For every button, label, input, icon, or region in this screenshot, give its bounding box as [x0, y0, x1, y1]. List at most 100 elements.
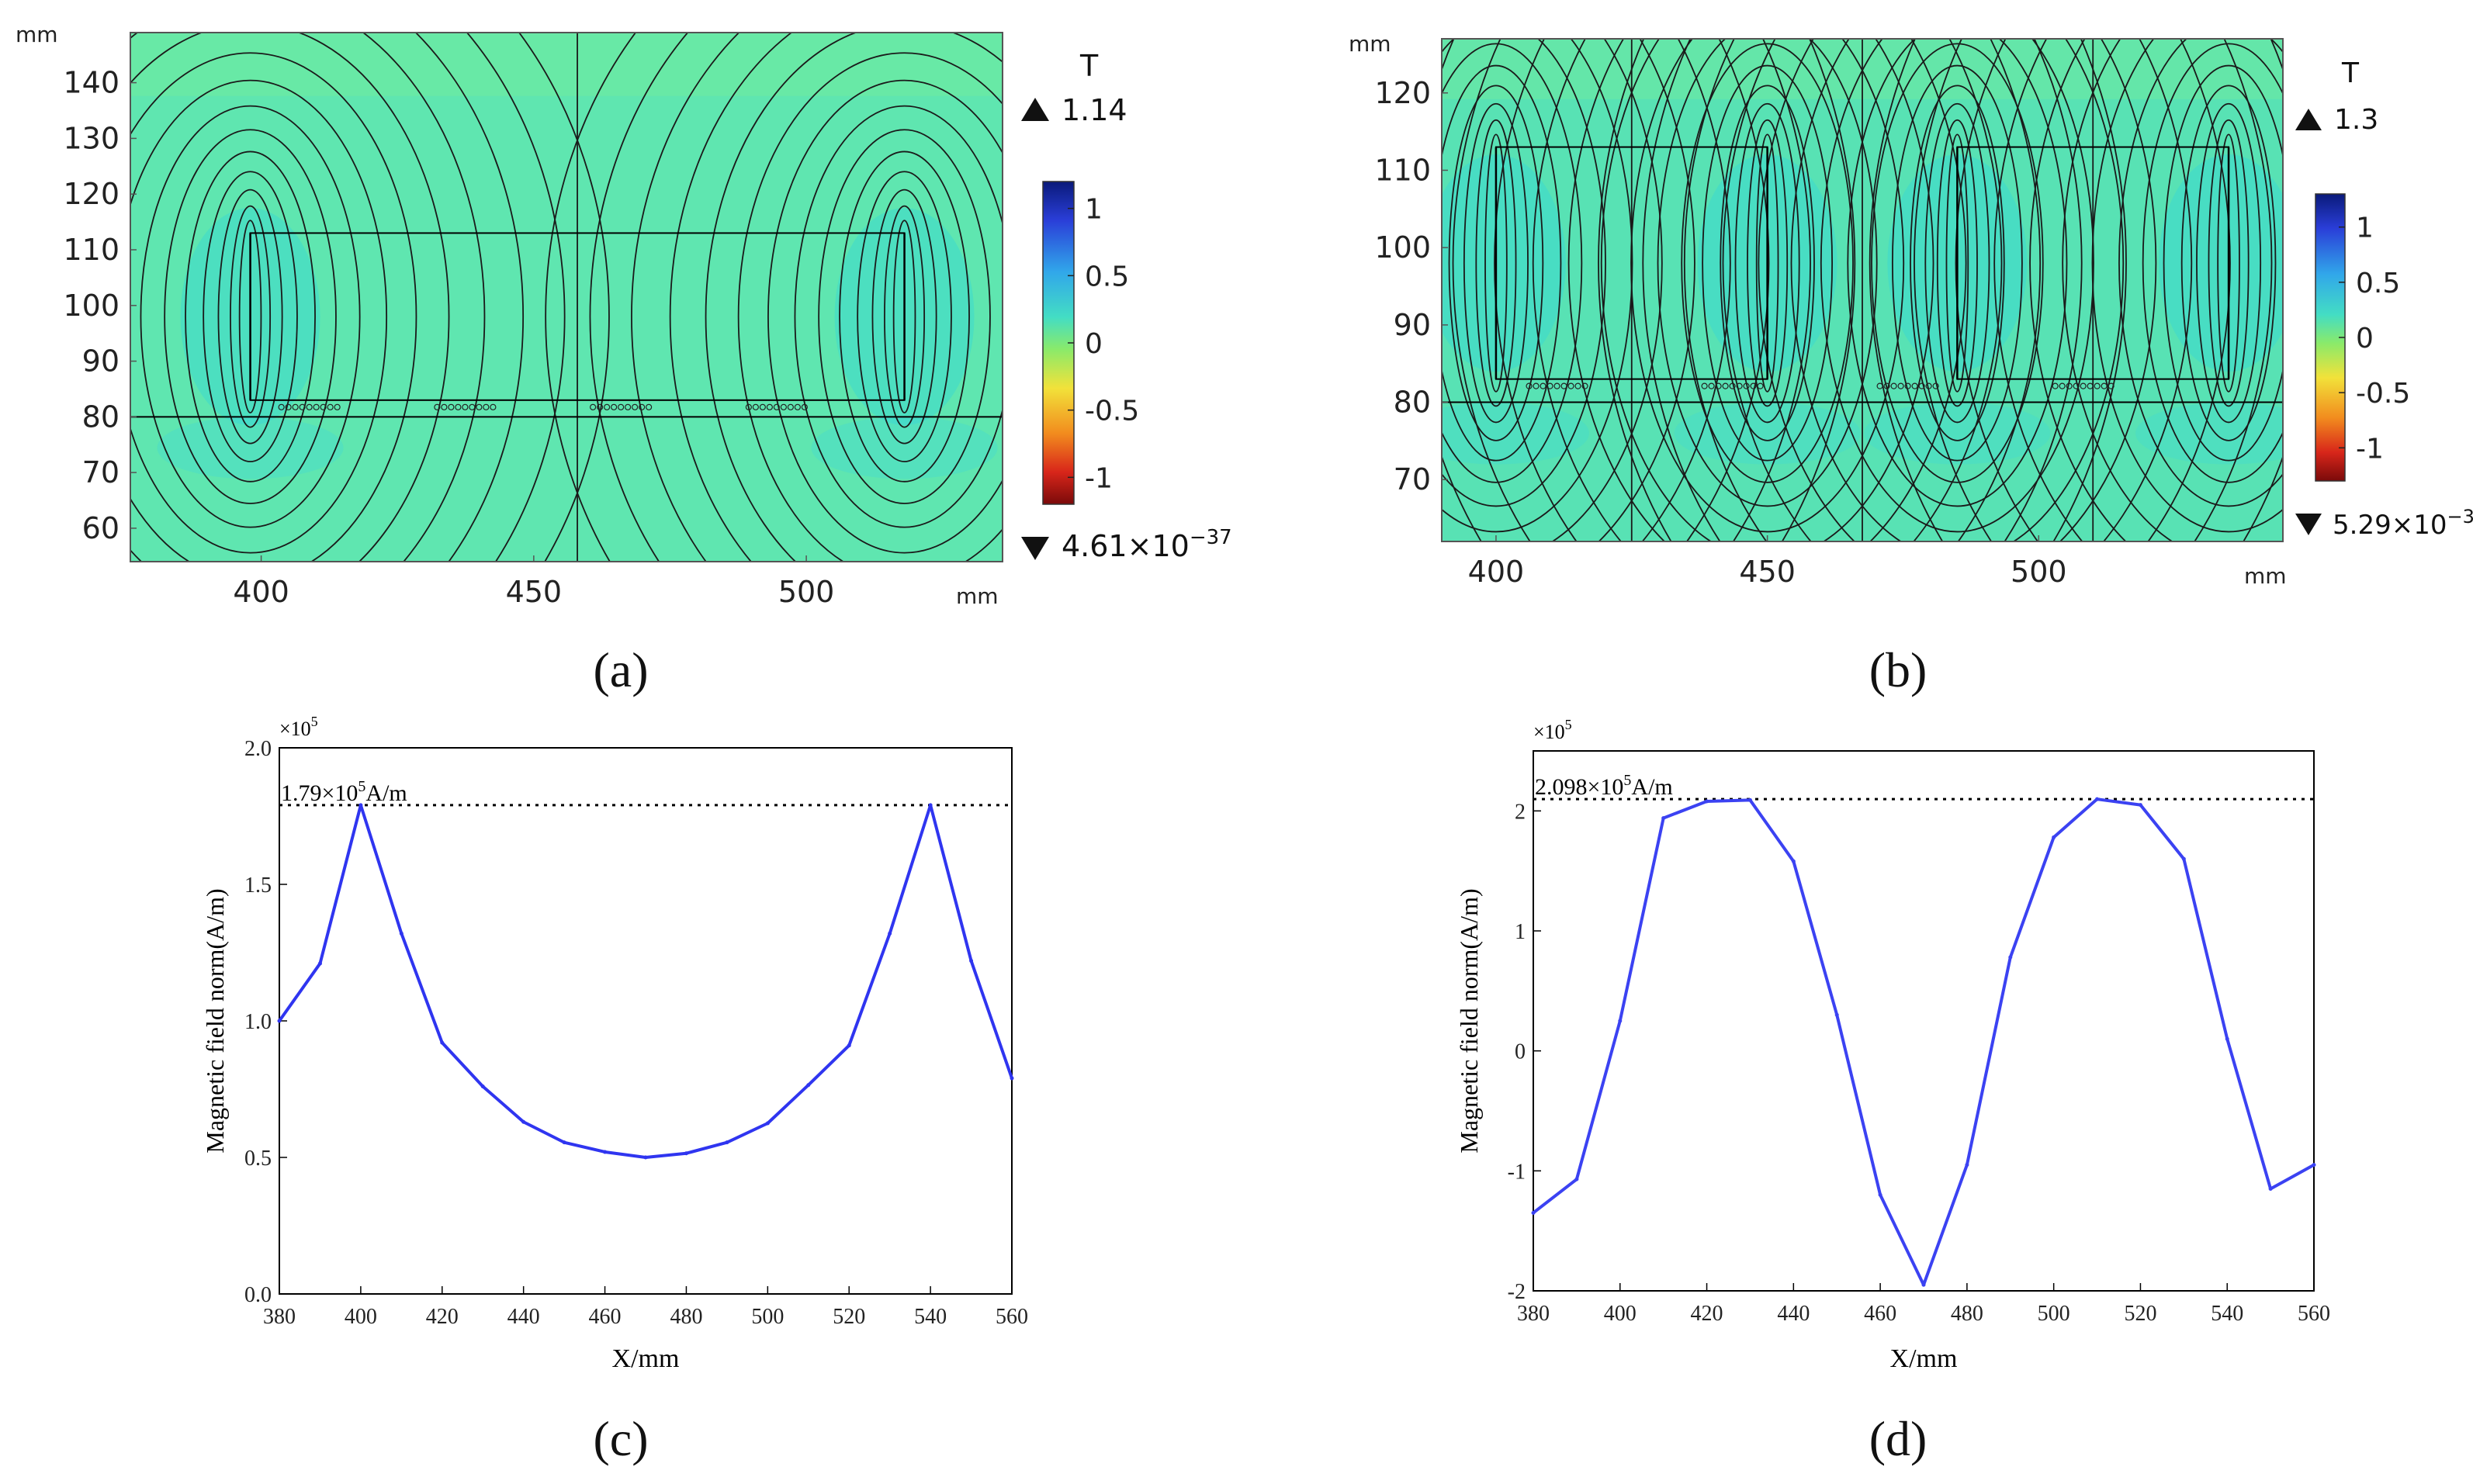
b-field-line-2-3: [1924, 102, 1990, 424]
c-data-point: [358, 803, 363, 808]
b-coil-0-0: [1526, 382, 1533, 389]
a-field-line-1-1: [892, 220, 916, 413]
a-field-line-0-3: [217, 189, 283, 445]
panel-b-max-marker-icon: [2295, 109, 2322, 130]
b-coil-2-4: [1904, 382, 1911, 389]
a-cbar-tick-label: -1: [1085, 462, 1113, 494]
a-field-line-0-4: [203, 171, 298, 462]
b-coil-3-8: [2108, 382, 2115, 389]
panel-c-data-points: [277, 803, 1014, 1160]
b-coil-1-3: [1722, 382, 1729, 389]
panel-c-caption: (c): [593, 1411, 648, 1466]
a-coil-1-2: [448, 403, 455, 410]
d-x-tick-label: 520: [2124, 1302, 2156, 1326]
panel-c-axis-ticks: 380 400 420 440 460 480 500 520 540 560 0.0 0.5 1.0 1…: [244, 737, 1028, 1329]
b-coil-0-6: [1567, 382, 1574, 389]
b-cbar-tick-label: -1: [2356, 433, 2384, 465]
a-coil-0-5: [313, 403, 320, 410]
b-field-line-1-9: [1600, 39, 1934, 541]
d-data-point: [2312, 1163, 2316, 1167]
a-field-line-1-8: [767, 79, 1003, 554]
panel-b-colorbar-min-base: 5.29×10: [2333, 510, 2447, 541]
d-x-tick-label: 420: [1691, 1302, 1723, 1326]
d-data-point: [2052, 835, 2056, 839]
a-coil-3-1: [752, 403, 759, 410]
panel-a-plot-frame: [130, 32, 1003, 562]
c-y-tick-label: 1.5: [244, 873, 272, 898]
b-core-glow-0: [1442, 154, 1566, 372]
d-data-point: [2095, 797, 2100, 801]
panel-b-colorbar-unit: T: [2341, 57, 2360, 89]
a-y-tick-label: 110: [63, 233, 119, 267]
a-field-line-0-12: [414, 33, 524, 562]
b-cbar-tick-label: 1: [2356, 213, 2374, 244]
a-field-line-1-4: [857, 171, 952, 462]
c-data-point: [888, 931, 892, 936]
b-coil-3-2: [2066, 382, 2073, 389]
c-x-tick-label: 460: [589, 1305, 622, 1329]
b-field-line-0-1: [1484, 133, 1508, 393]
panel-d-axis-ticks: 380 400 420 440 460 480 500 520 540 560 -2 -1 0 1 2: [1508, 800, 2330, 1326]
c-data-point: [847, 1043, 851, 1048]
panel-a-colorbar-min: 4.61×10−37: [1062, 526, 1232, 563]
a-coil-0-6: [320, 403, 327, 410]
c-data-point: [399, 931, 404, 936]
panel-b-colorbar-min: 5.29×10−3: [2333, 506, 2473, 541]
panel-a-colorbar-unit: T: [1079, 49, 1099, 83]
b-field-line-2-14: [1598, 39, 2283, 541]
c-data-point: [725, 1140, 729, 1145]
panel-d-data-points: [1531, 797, 2316, 1287]
a-cbar-tick-label: -0.5: [1085, 396, 1139, 427]
c-data-point: [603, 1150, 608, 1154]
d-data-point: [2181, 856, 2186, 861]
panel-a-colorbar-max: 1.14: [1062, 93, 1127, 127]
panel-b-y-unit: mm: [1349, 31, 1391, 57]
panel-c-scale-exp: 5: [311, 714, 318, 729]
b-rail-glow-0: [1442, 402, 1589, 465]
a-y-tick-label: 130: [63, 121, 119, 155]
a-coil-0-0: [278, 403, 285, 410]
b-cbar-tick-label: 0.5: [2356, 268, 2400, 299]
b-coil-3-4: [2080, 382, 2087, 389]
b-coil-1-8: [1757, 382, 1764, 389]
b-field-line-3-9: [2062, 39, 2174, 541]
b-rail-glow-3: [2135, 402, 2283, 465]
d-x-tick-label: 440: [1777, 1302, 1810, 1326]
a-coil-0-1: [285, 403, 292, 410]
a-field-line-0-5: [185, 150, 316, 483]
panel-c-reference-label-unit: A/m: [365, 780, 407, 806]
panel-a-x-axis-ticks: 400 450 500: [233, 555, 834, 609]
b-field-line-3-7: [2118, 39, 2283, 507]
b-coil-0-2: [1540, 382, 1546, 389]
a-coil-1-6: [476, 403, 483, 410]
b-field-line-3-14: [1869, 39, 1944, 541]
a-y-tick-label: 140: [63, 66, 119, 100]
d-data-point: [2268, 1187, 2273, 1192]
d-data-point: [1878, 1192, 1882, 1197]
d-data-point: [1834, 1012, 1839, 1017]
b-field-line-1-6: [1681, 43, 1854, 483]
panel-c-x-axis-title: X/mm: [612, 1344, 680, 1373]
a-cbar-tick-label: 0.5: [1085, 261, 1129, 292]
panel-c-scale-label: ×105: [279, 714, 318, 740]
b-y-tick-label: 120: [1374, 76, 1431, 110]
b-coil-1-2: [1715, 382, 1722, 389]
a-field-line-1-14: [545, 33, 637, 562]
a-field-line-0-11: [130, 33, 486, 562]
b-field-line-3-11: [1993, 39, 2083, 541]
c-x-tick-label: 560: [996, 1305, 1028, 1329]
b-field-line-1-10: [1567, 39, 1967, 541]
panel-d-reference-label: 2.098×105A/m: [1535, 772, 1673, 800]
b-cbar-tick-label: -0.5: [2356, 378, 2410, 410]
c-data-point: [521, 1119, 526, 1124]
d-data-point: [1705, 799, 1709, 804]
b-coil-0-8: [1581, 382, 1588, 389]
panel-d-plot-frame: [1533, 750, 2315, 1292]
b-field-line-0-11: [1641, 39, 1731, 541]
b-field-line-3-3: [2196, 102, 2262, 424]
a-coil-3-7: [794, 403, 801, 410]
b-coil-3-1: [2059, 382, 2066, 389]
panel-b-magnet-outline: [1442, 146, 2283, 403]
c-data-point: [643, 1155, 648, 1160]
a-field-line-0-10: [130, 33, 450, 562]
